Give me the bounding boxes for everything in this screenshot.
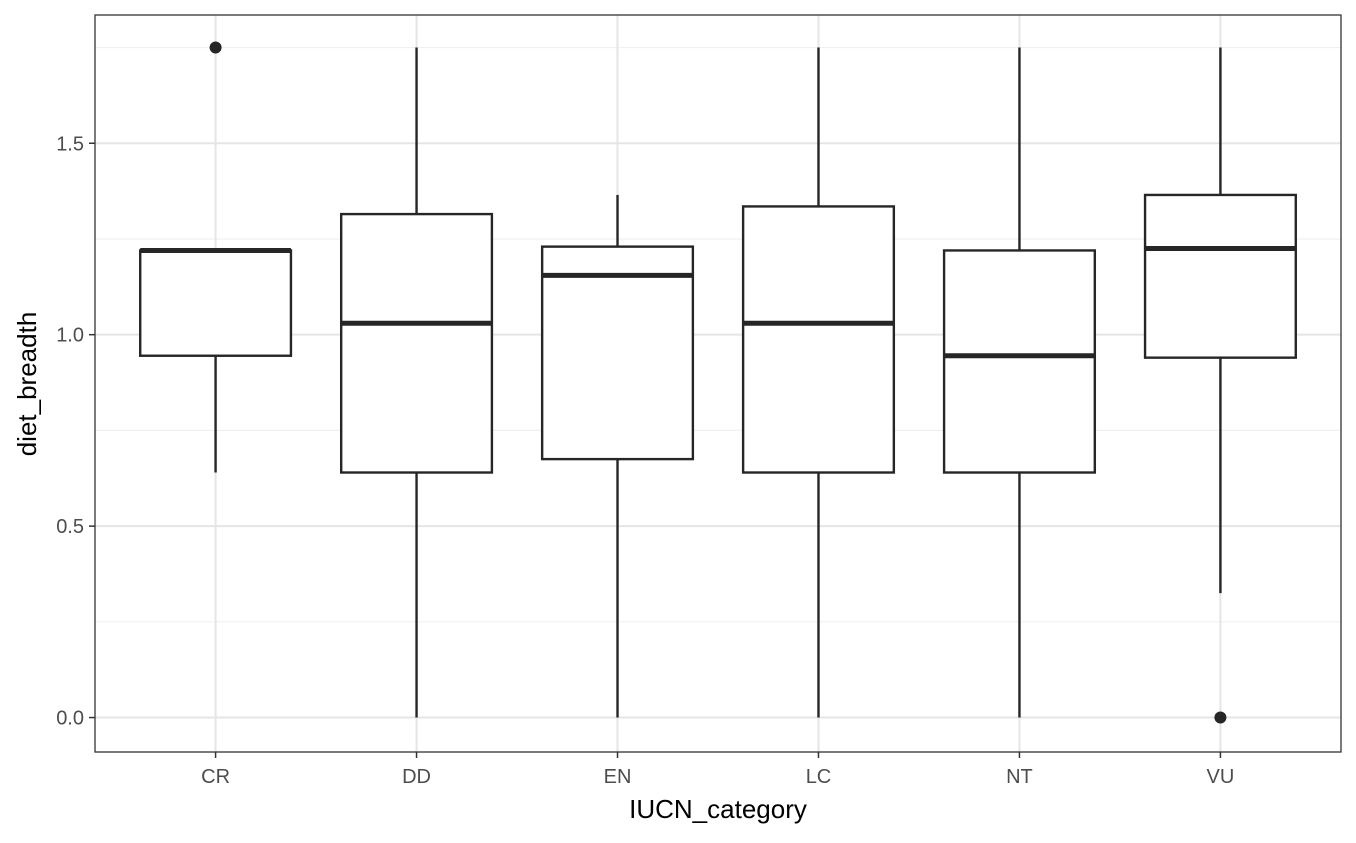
x-axis-title: IUCN_category — [629, 794, 807, 824]
box-nt — [942, 47, 1097, 718]
x-tick-label: LC — [806, 766, 832, 788]
x-tick-label: NT — [1006, 766, 1033, 788]
boxplot-series — [139, 41, 1297, 724]
box-dd — [339, 47, 494, 718]
y-axis-ticks: 0.0 0.5 1.0 1.5 — [56, 133, 95, 730]
y-tick-label: 1.0 — [56, 325, 84, 347]
outlier-point — [209, 41, 222, 54]
x-tick-label: CR — [201, 766, 230, 788]
x-tick-label: DD — [402, 766, 431, 788]
box-lc — [741, 47, 896, 718]
outlier-point — [1214, 711, 1227, 724]
box-iqr — [540, 245, 695, 461]
grid-lines — [95, 15, 1341, 752]
x-axis-ticks: CR DD EN LC NT VU — [201, 752, 1234, 788]
y-axis-title: diet_breadth — [12, 312, 42, 457]
box-iqr — [139, 249, 293, 357]
box-iqr — [942, 249, 1097, 474]
box-iqr — [741, 205, 896, 474]
y-tick-label: 0.5 — [56, 516, 84, 538]
box-cr — [139, 41, 293, 473]
box-vu — [1143, 47, 1297, 724]
box-iqr — [339, 212, 494, 474]
x-tick-label: EN — [604, 766, 632, 788]
box-iqr — [1143, 193, 1297, 359]
x-tick-label: VU — [1207, 766, 1235, 788]
panel-border — [94, 14, 1342, 753]
box-en — [540, 194, 695, 718]
y-tick-label: 1.5 — [56, 133, 84, 155]
y-tick-label: 0.0 — [56, 708, 84, 730]
